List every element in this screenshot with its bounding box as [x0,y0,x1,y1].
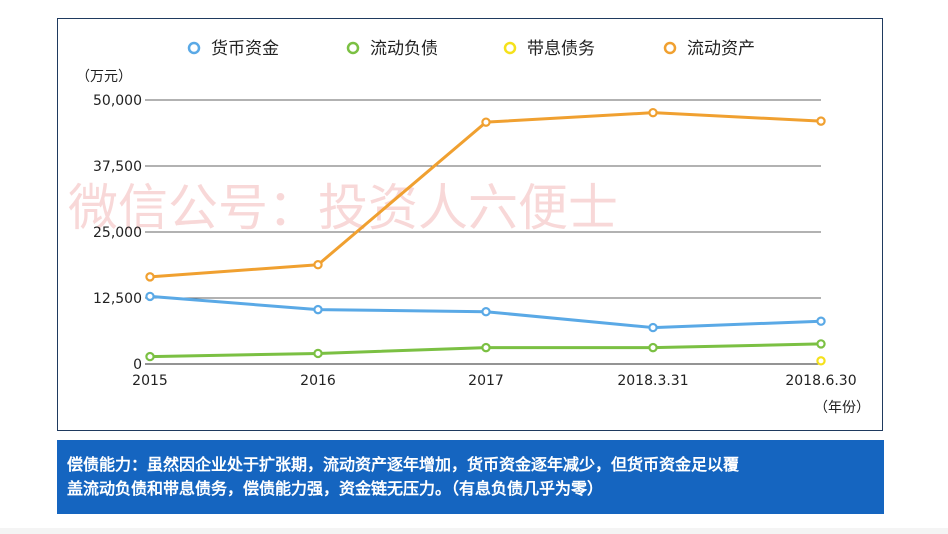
data-point [313,260,323,270]
data-point [816,116,826,126]
conclusion-line-1: 偿债能力：虽然因企业处于扩张期，流动资产逐年增加，货币资金逐年减少，但货币资金足… [67,455,740,474]
data-point [648,107,658,118]
y-tick-label: 12,500 [93,291,142,307]
x-tick-label: 2018.3.31 [617,373,688,389]
legend-marker [187,41,201,55]
legend: 货币资金 流动负债 带息债务 流动资产 [187,39,755,59]
x-unit-label: （年份） [814,400,870,416]
legend-marker [503,41,517,55]
watermark-text: 微信公号：投资人六便士 [68,179,618,237]
legend-marker [663,41,677,55]
legend-label: 流动资产 [687,39,755,59]
data-point [145,291,155,302]
y-tick-label: 37,500 [93,159,142,175]
y-tick-label: 25,000 [93,225,142,241]
data-point [145,272,155,282]
y-unit-label: （万元） [76,69,132,85]
data-point [648,342,658,353]
data-point [313,304,323,315]
x-tick-label: 2015 [132,373,168,389]
y-tick-label: 50,000 [93,93,142,109]
bottom-strip [0,528,948,534]
x-tick-label: 2016 [300,373,336,389]
y-tick-label: 0 [133,357,142,373]
series-lines [145,107,826,366]
x-tick-label: 2017 [468,373,504,389]
data-point [145,351,155,362]
conclusion-line-2: 盖流动负债和带息债务，偿债能力强，资金链无压力。（有息负债几乎为零） [67,479,604,498]
grid-lines: 0 12,500 25,000 37,500 50,000 2015 2016 2017 201… [93,93,857,389]
legend-label: 流动负债 [370,39,438,59]
data-point [313,348,323,359]
data-point [816,356,826,366]
conclusion-box: 偿债能力：虽然因企业处于扩张期，流动资产逐年增加，货币资金逐年减少，但货币资金足… [57,440,884,514]
data-point [648,322,658,333]
legend-marker [346,41,360,55]
x-tick-label: 2018.6.30 [785,373,856,389]
line-chart: 微信公号：投资人六便士 0 12,500 25,000 37,500 50,000 201… [68,39,870,416]
data-point [481,342,491,353]
data-point [816,316,826,326]
chart-frame: 微信公号：投资人六便士 0 12,500 25,000 37,500 50,000 201… [57,18,883,431]
data-point [816,339,826,349]
data-point [481,307,491,317]
data-point [481,117,491,127]
legend-label: 带息债务 [527,39,595,59]
legend-label: 货币资金 [211,39,279,59]
